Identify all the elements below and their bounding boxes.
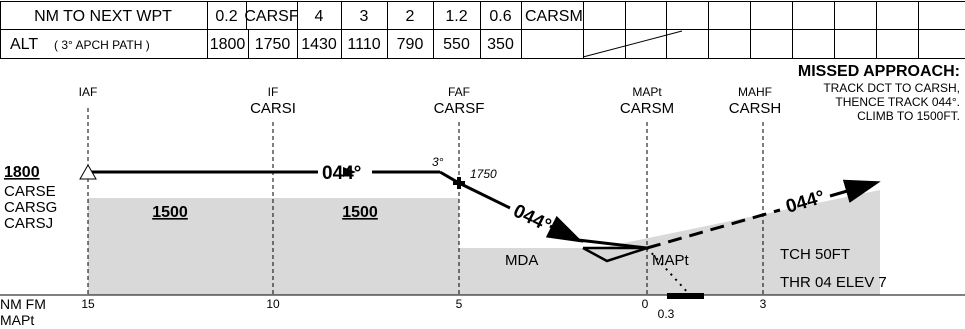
- table-text: 1430: [301, 36, 337, 53]
- iaf-symbol: [79, 163, 97, 180]
- table-cell: [750, 1, 793, 30]
- track: 044°: [510, 201, 555, 237]
- faf-symbol: [453, 177, 465, 189]
- table-cell: [876, 29, 919, 59]
- axis-tick: 10: [266, 297, 280, 311]
- table-cell: [876, 1, 919, 30]
- table-text: 0.2: [215, 8, 237, 25]
- table-diagonal: [582, 30, 683, 58]
- table-text: 1.2: [445, 8, 467, 25]
- table-note: ( 3° APCH PATH ): [54, 38, 150, 52]
- table-cell: [792, 29, 835, 59]
- table-text: CARSM: [525, 8, 583, 25]
- fix-role: IF: [268, 85, 279, 99]
- table-text: NM TO NEXT WPT: [34, 8, 172, 25]
- axis-tick: 15: [81, 297, 95, 311]
- missed-line: CLIMB TO 1500FT.: [857, 109, 960, 123]
- table-cell: [792, 1, 835, 30]
- table-cell: [708, 1, 751, 30]
- table-text: 1750: [255, 36, 291, 53]
- axis-tick: 5: [456, 297, 463, 311]
- table-text: 550: [443, 36, 470, 53]
- table-cell: [666, 1, 709, 30]
- table-cell: [834, 29, 877, 59]
- fix-name: CARSF: [434, 100, 485, 117]
- table-cell: [918, 29, 965, 59]
- threshold: THR 04 ELEV 7: [780, 274, 887, 291]
- table-cell: [834, 1, 877, 30]
- table-cell: [918, 1, 965, 30]
- axis-tick: 0.3: [658, 307, 675, 321]
- fix-role: FAF: [448, 85, 470, 99]
- mda: MDA: [505, 252, 538, 269]
- table-text: 1800: [210, 36, 246, 53]
- missed-line: TRACK DCT TO CARSH,: [823, 81, 960, 95]
- table-cell: [583, 29, 626, 59]
- table-cell: [521, 29, 584, 59]
- iaf-name: CARSG: [4, 199, 57, 216]
- terrain: [88, 190, 880, 295]
- fix-role: MAHF: [738, 85, 772, 99]
- segment-altitude: 1500: [342, 204, 378, 221]
- fix-name: CARSM: [620, 100, 674, 117]
- axis-label: MAPt: [0, 312, 34, 328]
- fix-lines: [87, 108, 764, 295]
- segment-altitude: 1500: [152, 204, 188, 221]
- mapt-label: MAPt: [652, 252, 690, 269]
- distance-bar: [667, 293, 704, 299]
- track: 044°: [322, 163, 361, 184]
- tch: TCH 50FT: [780, 246, 850, 263]
- fix-name: CARSH: [729, 100, 782, 117]
- table-text: 4: [315, 8, 324, 25]
- fix-role: MAPt: [632, 85, 662, 99]
- iaf-name: CARSJ: [4, 215, 53, 232]
- table-text: 1110: [347, 36, 380, 53]
- iaf-name: CARSE: [4, 183, 56, 200]
- axis-tick: 3: [760, 297, 767, 311]
- axis-label: NM FM: [0, 296, 46, 312]
- table-text: 350: [487, 36, 514, 53]
- table-text: 3: [360, 8, 369, 25]
- missed-line: THENCE TRACK 044°.: [835, 95, 960, 109]
- table-text: ALT: [10, 36, 38, 53]
- table-text: CARSF: [244, 8, 298, 25]
- faf-altitude: 1750: [470, 167, 497, 181]
- table-cell: [583, 1, 626, 30]
- missed-title: MISSED APPROACH:: [798, 63, 960, 80]
- table-cell: [750, 29, 793, 59]
- fix-name: CARSI: [250, 100, 296, 117]
- table-cell: [625, 1, 667, 30]
- table: NM TO NEXT WPT 0.2 CARSF 4 3 2 1.2 0.6 CARSM ALT 1…: [0, 1, 965, 59]
- axis-tick: 0: [642, 297, 649, 311]
- table-cell: [708, 29, 751, 59]
- iaf-altitude: 1800: [4, 164, 40, 181]
- table-text: 2: [406, 8, 415, 25]
- table-text: 790: [397, 36, 424, 53]
- fix-role: IAF: [79, 85, 98, 99]
- glide-angle: 3°: [432, 155, 444, 169]
- table-text: 0.6: [489, 8, 511, 25]
